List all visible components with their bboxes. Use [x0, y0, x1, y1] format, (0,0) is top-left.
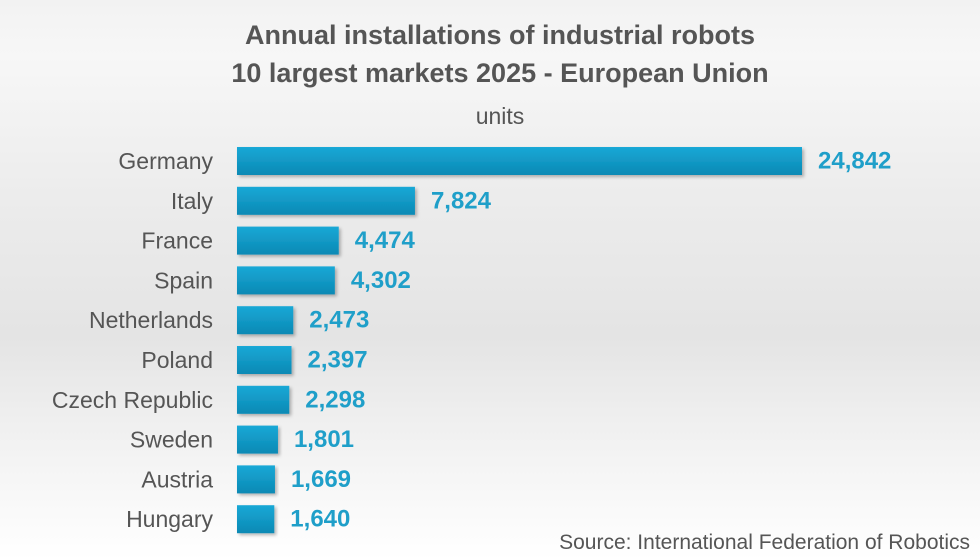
value-label: 1,669 — [291, 466, 351, 493]
bar — [237, 346, 292, 374]
category-label: Netherlands — [89, 307, 213, 333]
value-label: 4,302 — [351, 267, 411, 294]
category-label: Spain — [154, 267, 213, 293]
value-label: 7,824 — [431, 187, 492, 214]
source-note: Source: International Federation of Robo… — [559, 531, 970, 554]
category-label: Czech Republic — [52, 387, 213, 413]
value-label: 1,640 — [290, 506, 350, 533]
unit-label: units — [475, 103, 525, 129]
category-label: Poland — [141, 347, 213, 373]
category-label: Hungary — [126, 506, 213, 532]
chart-subtitle: 10 largest markets 2025 - European Union — [231, 58, 769, 88]
bar — [237, 425, 278, 454]
bar — [237, 465, 275, 494]
bar — [237, 266, 335, 295]
value-label: 24,842 — [818, 148, 891, 175]
value-label: 2,397 — [308, 347, 368, 374]
value-label: 1,801 — [294, 426, 354, 453]
bar — [237, 306, 294, 335]
category-label: Germany — [118, 148, 213, 174]
category-label: Sweden — [130, 427, 213, 453]
bar — [237, 505, 275, 534]
value-label: 4,474 — [355, 227, 416, 254]
category-label: France — [141, 228, 213, 254]
category-label: Italy — [171, 188, 214, 214]
bar — [237, 147, 802, 175]
category-label: Austria — [141, 466, 213, 492]
value-label: 2,298 — [305, 386, 365, 413]
bar — [237, 226, 339, 255]
chart-title: Annual installations of industrial robot… — [244, 20, 756, 50]
bar — [237, 186, 415, 215]
bar — [237, 385, 290, 414]
value-label: 2,473 — [309, 307, 369, 334]
